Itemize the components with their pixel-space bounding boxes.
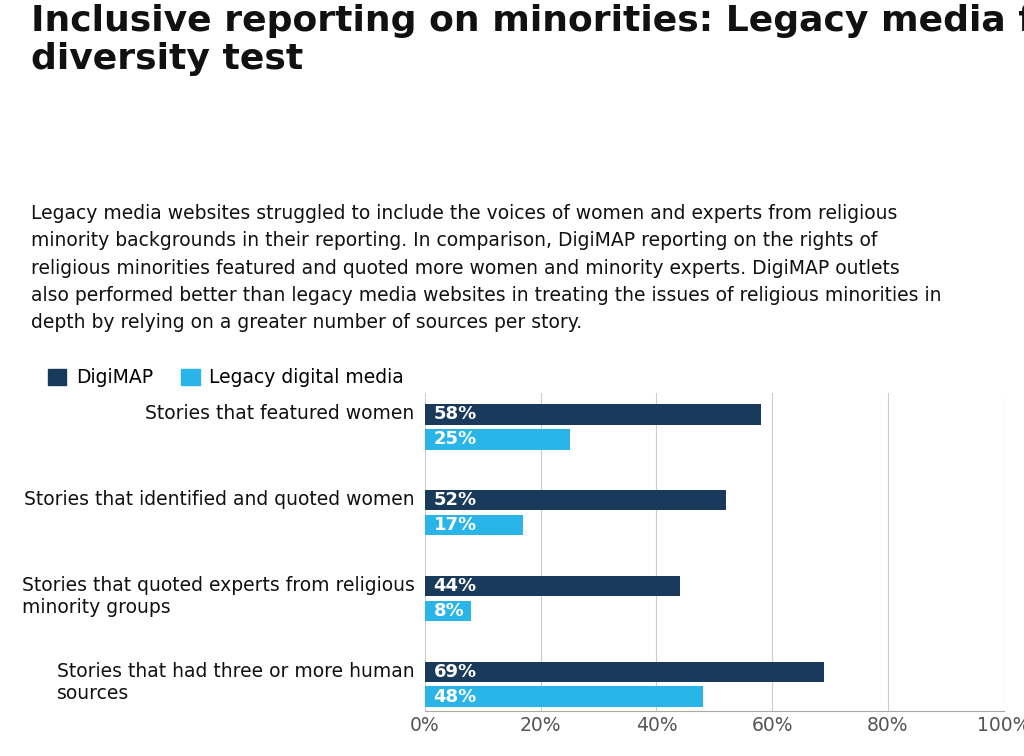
Bar [425, 662, 824, 682]
Text: 17%: 17% [433, 516, 477, 534]
Text: Stories that featured women: Stories that featured women [145, 404, 415, 423]
Text: Stories that identified and quoted women: Stories that identified and quoted women [25, 490, 415, 509]
Bar [425, 576, 680, 596]
Text: 48%: 48% [433, 688, 477, 705]
Text: 52%: 52% [433, 491, 477, 510]
Bar [425, 490, 726, 510]
Bar [425, 601, 471, 621]
Text: Legacy media websites struggled to include the voices of women and experts from : Legacy media websites struggled to inclu… [31, 204, 941, 332]
Text: 69%: 69% [433, 663, 477, 680]
Text: Stories that quoted experts from religious
minority groups: Stories that quoted experts from religio… [22, 576, 415, 617]
Bar [425, 686, 702, 707]
Text: Stories that had three or more human
sources: Stories that had three or more human sou… [57, 662, 415, 702]
Text: 25%: 25% [433, 430, 477, 448]
Text: 44%: 44% [433, 577, 477, 595]
Text: 8%: 8% [433, 602, 465, 620]
Text: Inclusive reporting on minorities: Legacy media fails the
diversity test: Inclusive reporting on minorities: Legac… [31, 4, 1024, 76]
Bar [425, 404, 761, 425]
Text: 58%: 58% [433, 405, 477, 423]
Bar [425, 429, 569, 450]
Bar [425, 515, 523, 535]
Legend: DigiMAP, Legacy digital media: DigiMAP, Legacy digital media [40, 361, 412, 395]
